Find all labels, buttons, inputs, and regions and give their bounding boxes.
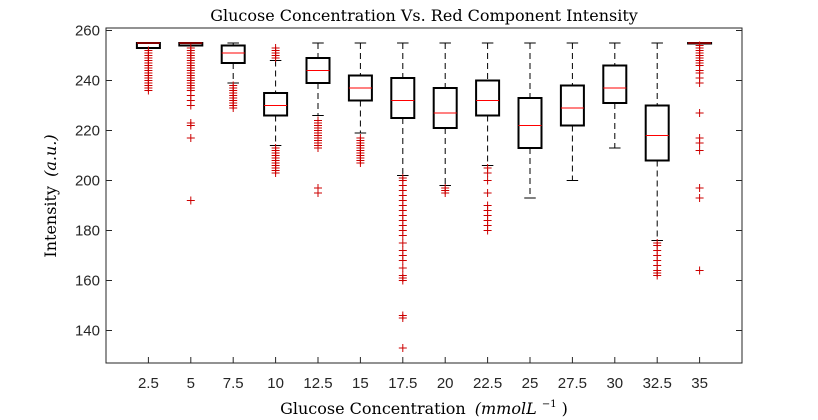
outlier-marker: [398, 264, 407, 272]
outlier-marker: [398, 344, 407, 352]
outlier-marker: [483, 189, 492, 197]
x-tick-label: 22.5: [473, 375, 502, 392]
outlier-marker: [695, 184, 704, 192]
x-tick-label: 12.5: [303, 375, 332, 392]
y-tick-label: 180: [75, 223, 100, 240]
outlier-marker: [314, 116, 322, 125]
box-group: [559, 42, 585, 181]
y-tick-label: 220: [75, 123, 100, 140]
x-tick-label: 25: [522, 375, 539, 392]
outlier-marker: [695, 109, 704, 117]
box-series: [135, 41, 713, 352]
box-group: [517, 42, 543, 199]
outlier-marker: [483, 176, 492, 185]
outlier-marker: [398, 311, 407, 320]
x-tick-label: 5: [187, 375, 195, 392]
box-body: [644, 104, 670, 162]
x-tick-label: 7.5: [223, 375, 244, 392]
x-tick-label: 17.5: [388, 375, 417, 392]
box-body: [559, 84, 585, 127]
box-body: [602, 64, 628, 104]
x-tick-label: 32.5: [643, 375, 672, 392]
plot-area: [105, 27, 743, 364]
x-tick-label: 27.5: [558, 375, 587, 392]
outlier-marker: [483, 201, 492, 210]
outlier-marker: [186, 119, 195, 127]
box-group: [135, 42, 161, 95]
x-axis-label-unit: (mmolL: [475, 399, 537, 418]
box-body: [263, 92, 289, 117]
outlier-marker: [229, 81, 238, 90]
outlier-marker: [695, 134, 704, 142]
box-body: [390, 77, 416, 119]
x-axis-label-close: ): [562, 399, 568, 418]
box-body: [432, 87, 458, 129]
x-axis: 2.5 5 7.5 10 12.5 15 17.5 20 22.5 25 27.5 30 32.5 35: [138, 357, 708, 392]
outlier-marker: [695, 194, 704, 202]
outlier-marker: [483, 164, 492, 172]
box-body: [475, 79, 501, 117]
outlier-marker: [441, 184, 450, 192]
outlier-marker: [398, 271, 407, 280]
y-tick-label: 260: [75, 23, 100, 40]
x-axis-label-exponent: −1: [542, 399, 557, 410]
box-group: [687, 41, 713, 275]
x-axis-label: Glucose Concentration (mmolL −1 ): [280, 392, 568, 418]
outlier-marker: [398, 239, 407, 247]
box-body: [220, 44, 246, 64]
x-axis-label-text: Glucose Concentration: [280, 399, 466, 418]
box-group: [602, 42, 628, 149]
y-tick-label: 160: [75, 273, 100, 290]
outlier-marker: [186, 44, 195, 52]
y-axis: 140 160 180 200 220 240 260: [75, 23, 742, 340]
outlier-marker: [271, 44, 280, 52]
box-group: [475, 42, 501, 235]
outlier-marker: [695, 41, 704, 50]
outlier-marker: [653, 239, 662, 247]
y-tick-label: 200: [75, 173, 100, 190]
box-group: [390, 42, 416, 352]
x-tick-label: 30: [606, 375, 623, 392]
x-tick-label: 2.5: [138, 375, 159, 392]
outlier-marker: [271, 144, 280, 152]
box-group: [347, 42, 373, 167]
x-tick-label: 35: [691, 375, 708, 392]
box-group: [432, 42, 458, 197]
outlier-marker: [398, 174, 407, 182]
y-tick-label: 240: [75, 73, 100, 90]
box-group: [644, 42, 670, 280]
box-group: [263, 44, 289, 177]
y-axis-label-unit: (a.u.): [41, 134, 60, 177]
box-group: [178, 42, 204, 205]
outlier-marker: [356, 134, 365, 142]
outlier-marker: [186, 134, 195, 142]
y-axis-label: Intensity (a.u.): [41, 134, 60, 257]
box-group: [305, 42, 331, 197]
outlier-marker: [314, 184, 322, 192]
box-group: [220, 42, 246, 112]
outlier-marker: [398, 246, 407, 255]
outlier-marker: [695, 146, 704, 155]
x-tick-label: 15: [352, 375, 369, 392]
x-tick-label: 10: [267, 375, 284, 392]
x-tick-label: 20: [437, 375, 454, 392]
chart-title: Glucose Concentration Vs. Red Component …: [210, 6, 638, 25]
outlier-marker: [186, 196, 195, 205]
y-tick-label: 140: [75, 323, 100, 340]
outlier-marker: [695, 266, 704, 275]
outlier-marker: [144, 46, 153, 55]
y-axis-label-text: Intensity: [41, 186, 60, 258]
box-body: [517, 97, 543, 149]
